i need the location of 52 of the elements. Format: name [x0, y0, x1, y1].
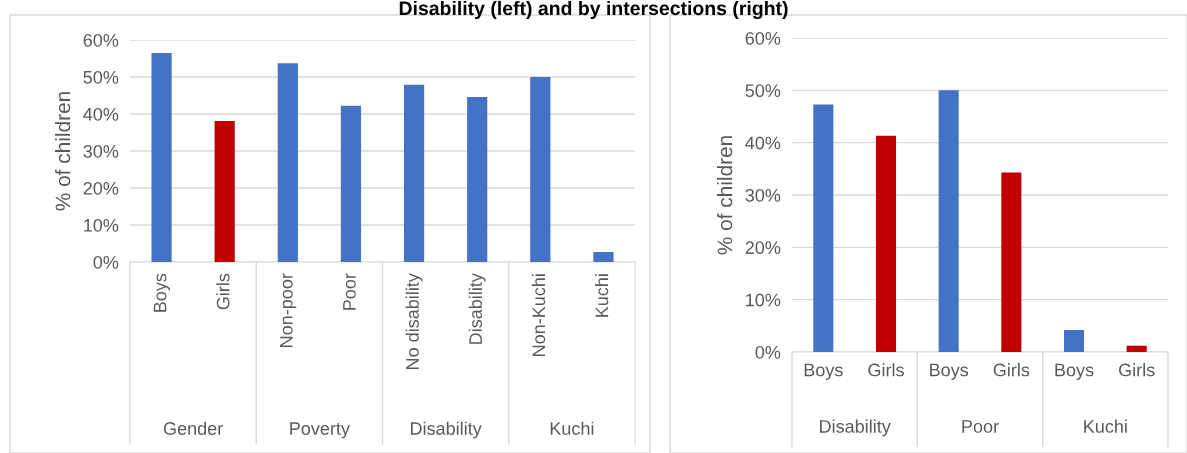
- y-tick-label: 50%: [745, 84, 781, 98]
- x-tick-label: Girls: [868, 363, 904, 377]
- y-tick-label: 40%: [745, 136, 781, 150]
- bar: [530, 77, 551, 262]
- bar: [1126, 345, 1147, 352]
- x-tick-label: Boys: [804, 363, 843, 380]
- y-tick-label: 40%: [83, 107, 119, 121]
- bar: [938, 90, 959, 352]
- x-tick-label: Kuchi: [595, 274, 609, 317]
- y-tick-label: 10%: [84, 218, 119, 232]
- bar: [277, 63, 298, 262]
- y-tick-label: 20%: [745, 241, 781, 255]
- text: Gender: [163, 421, 223, 435]
- x-tick-label: Non-Kuchi: [531, 274, 546, 356]
- bar: [151, 52, 172, 262]
- y-tick-label: 20%: [83, 181, 119, 195]
- bar: [340, 105, 362, 262]
- x-tick-label: Girls: [216, 273, 230, 310]
- x-tick-label: Non-poor: [280, 273, 297, 347]
- y-tick-label: 60%: [745, 31, 781, 45]
- bar: [1063, 330, 1085, 352]
- text: Disability: [410, 421, 482, 439]
- x-tick-label: Boys: [930, 363, 969, 380]
- bar: [403, 84, 425, 262]
- y-axis-title: % of children: [717, 136, 733, 255]
- bar: [214, 121, 235, 262]
- text: Kuchi: [1084, 419, 1127, 433]
- text: Kuchi: [550, 421, 594, 435]
- y-tick-label: 50%: [83, 70, 119, 84]
- x-tick-label: Poor: [343, 273, 356, 310]
- bar: [467, 96, 488, 262]
- y-axis-title: % of children: [55, 92, 71, 211]
- bar: [1001, 172, 1022, 352]
- x-tick-label: Boys: [153, 273, 170, 312]
- y-tick-label: 0%: [755, 345, 781, 359]
- bar: [875, 135, 897, 352]
- chart-title: Disability (left) and by intersections (right): [399, 0, 788, 20]
- text: Poverty: [290, 422, 350, 439]
- x-tick-label: Girls: [993, 363, 1030, 377]
- x-tick-label: Disability: [468, 273, 486, 344]
- bar: [593, 252, 614, 262]
- x-tick-label: Girls: [1119, 363, 1155, 377]
- y-tick-label: 30%: [745, 188, 781, 202]
- bar: [813, 104, 834, 352]
- text: Poor: [962, 420, 999, 433]
- x-tick-label: Boys: [1055, 363, 1094, 380]
- y-tick-label: 0%: [93, 255, 119, 269]
- y-tick-label: 60%: [83, 33, 119, 47]
- text: Disability: [820, 419, 891, 437]
- y-tick-label: 30%: [83, 144, 119, 158]
- x-tick-label: No disability: [405, 273, 423, 369]
- y-tick-label: 10%: [746, 293, 781, 307]
